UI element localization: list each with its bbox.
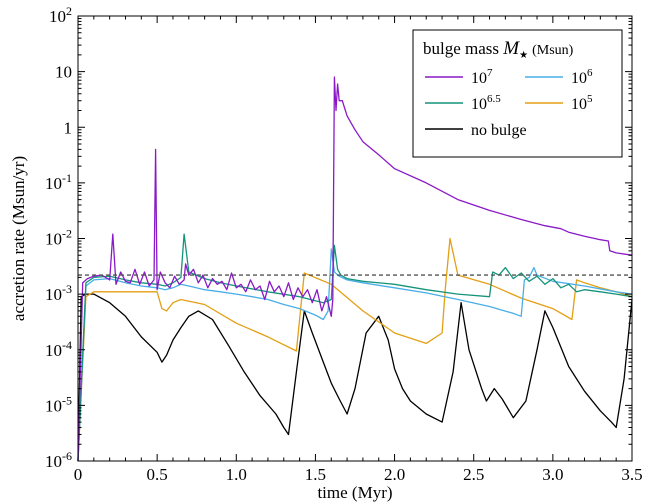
y-tick-label: 10-6 — [45, 449, 72, 471]
text-base: 10 — [45, 396, 62, 415]
text-base: 10 — [45, 341, 62, 360]
text-base: 10 — [45, 230, 62, 249]
legend-title: bulge mass M★ (Msun) — [423, 38, 574, 61]
legend-label-4: no bulge — [471, 122, 527, 139]
ticks-layer: 0 0.5 1.0 1.5 2.0 2.5 3.0 3.510-610-510-410-310… — [45, 4, 643, 484]
series-layer — [77, 76, 633, 462]
legend-title-star: ★ — [519, 50, 528, 61]
legend-label-1: 106 — [571, 67, 593, 87]
text-exponent: 5 — [587, 93, 593, 105]
text-base: 10 — [45, 285, 62, 304]
legend-title-symbol: M — [502, 38, 520, 59]
x-tick-label: 2.0 — [384, 465, 405, 484]
text-base: 1 — [64, 118, 73, 137]
y-tick-label: 102 — [49, 4, 72, 26]
x-tick-label: 3.5 — [621, 465, 642, 484]
legend-title-prefix: bulge mass — [423, 39, 503, 58]
text-base: 10 — [571, 96, 587, 113]
x-tick-label: 2.5 — [463, 465, 484, 484]
x-axis-label: time (Myr) — [317, 483, 392, 502]
text-base: 10 — [571, 70, 587, 87]
text-exponent: -6 — [62, 449, 72, 463]
text-base: 10 — [45, 174, 62, 193]
text-base: 10 — [471, 70, 487, 87]
text-exponent: -1 — [62, 171, 72, 185]
series-line-1 — [77, 237, 633, 462]
text-exponent: -5 — [62, 393, 72, 407]
text-exponent: 6.5 — [487, 93, 501, 105]
x-tick-label: 0 — [74, 465, 83, 484]
y-tick-label: 10-3 — [45, 282, 72, 304]
text-base: 10 — [55, 63, 72, 82]
x-tick-label: 0.5 — [147, 465, 168, 484]
series-line-0 — [77, 293, 633, 462]
text-base: 10 — [45, 452, 62, 471]
y-tick-label: 10-2 — [45, 227, 72, 249]
text-exponent: -4 — [62, 338, 72, 352]
y-tick-label: 10-4 — [45, 338, 72, 360]
x-tick-label: 3.0 — [542, 465, 563, 484]
y-tick-label: 10-5 — [45, 393, 72, 415]
series-line-3 — [77, 233, 633, 462]
legend-title-unit: (Msun) — [532, 43, 574, 58]
text-exponent: 7 — [487, 67, 493, 79]
y-tick-label: 10-1 — [45, 171, 72, 193]
legend-label-0: 107 — [471, 67, 493, 87]
y-tick-label: 10 — [55, 63, 72, 82]
series-line-4 — [77, 76, 633, 462]
text-exponent: 2 — [66, 4, 72, 18]
y-tick-label: 1 — [64, 118, 73, 137]
legend-label-3: 105 — [571, 93, 593, 113]
text-base: 10 — [49, 7, 66, 26]
y-axis-label: accretion rate (Msun/yr) — [9, 156, 28, 321]
text-exponent: 6 — [587, 67, 593, 79]
text-exponent: -2 — [62, 227, 72, 241]
legend-box — [412, 29, 623, 158]
text-base: 10 — [471, 96, 487, 113]
text-base: no bulge — [471, 122, 527, 139]
text-exponent: -3 — [62, 282, 72, 296]
x-tick-label: 1.5 — [305, 465, 326, 484]
legend-label-2: 106.5 — [471, 93, 501, 113]
x-tick-label: 1.0 — [226, 465, 247, 484]
